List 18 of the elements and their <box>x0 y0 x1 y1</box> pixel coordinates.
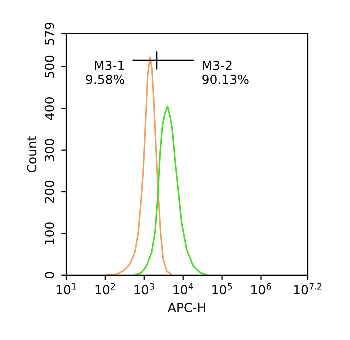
annotation: M3-2 90.13% <box>202 60 249 84</box>
y-tick-label: 579 <box>44 22 54 45</box>
x-tick-label: 10$^{1}$ <box>56 283 76 295</box>
x-tick-label: 10$^{5}$ <box>212 283 232 295</box>
annotation: M3-1 9.58% <box>86 60 124 84</box>
y-tick-label: 500 <box>44 56 54 78</box>
y-tick-label: 400 <box>44 98 54 120</box>
x-tick-label: 10$^{6}$ <box>252 283 272 295</box>
y-tick-label: 200 <box>44 180 54 204</box>
y-tick-label: 300 <box>44 139 54 162</box>
x-tick-label: 10$^{3}$ <box>134 283 154 295</box>
x-tick-label: 10$^{7.2}$ <box>294 283 322 295</box>
y-axis-title: Count <box>27 136 37 173</box>
x-axis-title: APC-H <box>168 302 206 312</box>
x-tick-label: 10$^{2}$ <box>96 283 116 295</box>
x-tick-label: 10$^{4}$ <box>174 283 194 295</box>
y-tick-label: 0 <box>44 272 54 279</box>
y-tick-label: 100 <box>44 222 54 244</box>
